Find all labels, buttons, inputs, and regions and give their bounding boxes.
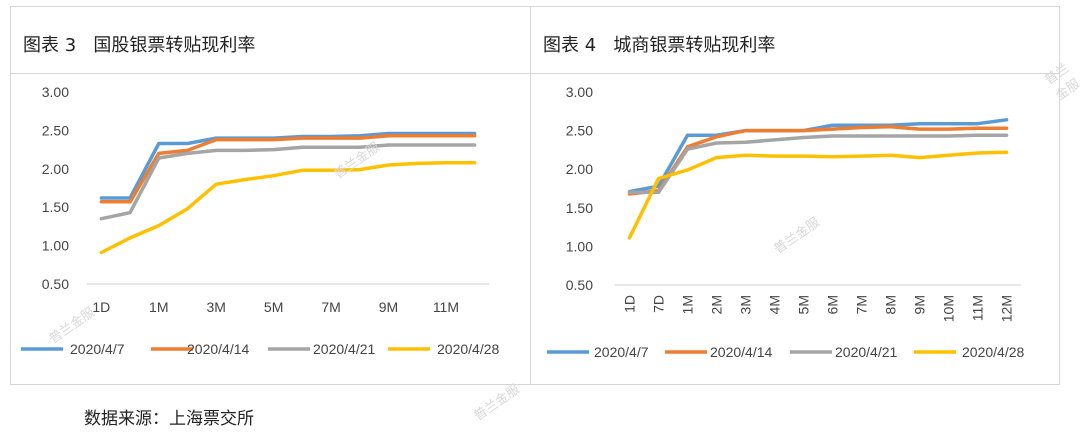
y-tick-label: 2.50 — [566, 123, 593, 139]
chart-2: 3.00 2.50 2.00 1.50 1.00 0.50 1D 7D 1M 2M 3M 4M 5M 6M… — [547, 84, 1024, 360]
legend-label: 2020/4/7 — [70, 341, 125, 357]
x-tick-label: 7D — [651, 295, 667, 313]
y-tick-label: 2.00 — [566, 161, 593, 177]
legend-label: 2020/4/21 — [313, 341, 375, 357]
x-tick-label: 11M — [433, 299, 459, 315]
y-tick-label: 0.50 — [42, 276, 69, 292]
x-tick-label: 11M — [970, 295, 986, 321]
x-tick-label: 5M — [796, 295, 812, 314]
legend-label: 2020/4/14 — [710, 344, 772, 360]
y-tick-label: 1.00 — [42, 238, 69, 254]
x-tick-label: 1D — [92, 299, 110, 315]
watermark-4: 普兰金服 — [471, 382, 523, 425]
x-tick-label: 10M — [941, 295, 957, 322]
x-tick-label: 7M — [321, 299, 340, 315]
x-tick-label: 7M — [854, 295, 870, 314]
x-tick-label: 4M — [767, 295, 783, 314]
y-tick-label: 0.50 — [566, 277, 593, 293]
y-tick-label: 2.50 — [42, 122, 69, 138]
series-line-2020/4/21 — [627, 133, 1009, 195]
chart-panel-2-header: 图表 4 城商银票转贴现利率 — [531, 7, 1059, 74]
legend-label: 2020/4/21 — [835, 344, 897, 360]
series-line-2020/4/28 — [627, 150, 1009, 240]
series-line-2020/4/28 — [99, 160, 477, 255]
x-tick-label: 9M — [379, 299, 398, 315]
legend-label: 2020/4/7 — [594, 344, 649, 360]
x-tick-label: 1M — [680, 295, 696, 314]
data-source-note: 数据来源：上海票交所 — [84, 409, 254, 429]
x-tick-label: 9M — [912, 295, 928, 314]
y-tick-label: 3.00 — [566, 84, 593, 100]
series-line-2020/4/14 — [99, 134, 477, 204]
series-line-2020/4/7 — [99, 131, 477, 200]
series-line-2020/4/21 — [99, 143, 477, 221]
x-tick-label: 2M — [709, 295, 725, 314]
y-tick-label: 3.00 — [42, 84, 69, 100]
x-tick-label: 8M — [883, 295, 899, 314]
x-tick-label: 3M — [738, 295, 754, 314]
y-tick-label: 1.50 — [566, 200, 593, 216]
legend-label: 2020/4/28 — [437, 341, 499, 357]
y-tick-label: 1.00 — [566, 238, 593, 254]
x-tick-label: 1D — [622, 295, 638, 313]
chart-panel-1-header: 图表 3 国股银票转贴现利率 — [11, 7, 531, 74]
chart-panel-2: 图表 4 城商银票转贴现利率 3.00 2.50 2.00 1.50 1.00 0.50 1… — [530, 6, 1060, 385]
series-line-2020/4/14 — [627, 124, 1009, 196]
chart-2-title: 图表 4 城商银票转贴现利率 — [543, 35, 776, 56]
x-tick-label: 5M — [264, 299, 283, 315]
legend-label: 2020/4/14 — [187, 341, 249, 357]
series-line-2020/4/7 — [627, 118, 1009, 194]
x-tick-label: 12M — [999, 295, 1015, 322]
x-tick-label: 1M — [149, 299, 168, 315]
y-tick-label: 1.50 — [42, 199, 69, 215]
x-tick-label: 3M — [206, 299, 225, 315]
chart-1-title: 图表 3 国股银票转贴现利率 — [23, 35, 256, 56]
chart-1: 3.00 2.50 2.00 1.50 1.00 0.50 1D 1M 3M 5M 7M 9M 11M 2… — [21, 84, 499, 357]
chart-panel-1: 图表 3 国股银票转贴现利率 3.00 2.50 2.00 1.50 1.00 0.50 1… — [10, 6, 532, 385]
y-tick-label: 2.00 — [42, 161, 69, 177]
legend-label: 2020/4/28 — [962, 344, 1024, 360]
x-tick-label: 6M — [825, 295, 841, 314]
